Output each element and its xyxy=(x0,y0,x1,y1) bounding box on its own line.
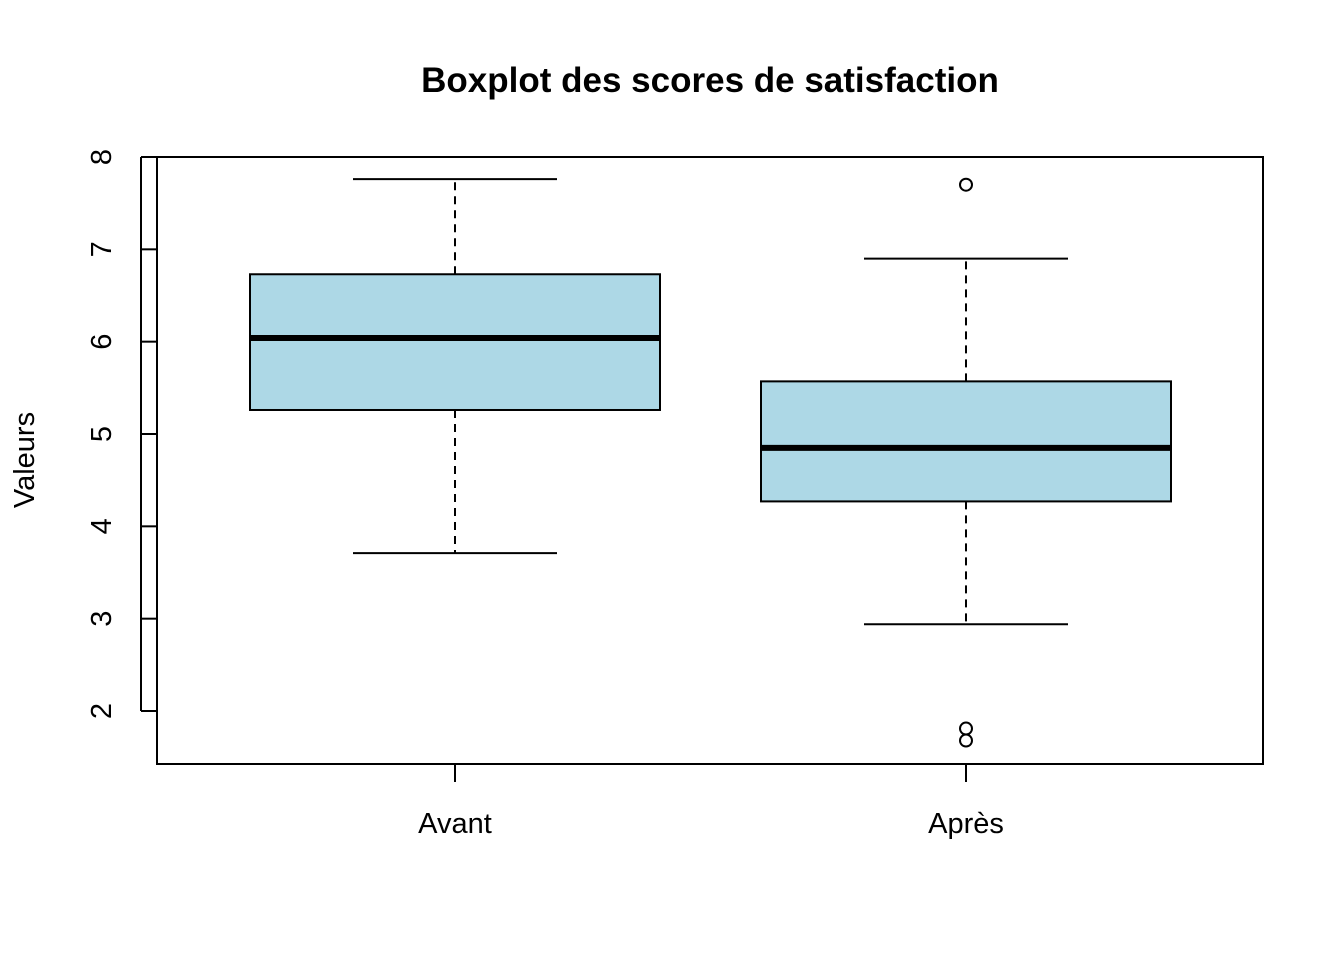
y-tick-label-7: 7 xyxy=(86,241,118,257)
y-tick-label-3: 3 xyxy=(86,611,118,627)
y-tick-label-2: 2 xyxy=(86,703,118,719)
boxes xyxy=(249,177,1172,748)
y-axis: 2 3 4 5 6 7 8 xyxy=(86,149,157,719)
box-1 xyxy=(760,177,1172,748)
y-tick-label-4: 4 xyxy=(86,518,118,534)
y-tick-label-6: 6 xyxy=(86,334,118,350)
x-axis: Avant Après xyxy=(418,763,1004,840)
outlier-1-0 xyxy=(959,177,973,192)
x-tick-label-1: Après xyxy=(928,808,1004,840)
chart-title: Boxplot des scores de satisfaction xyxy=(421,61,999,100)
y-tick-label-5: 5 xyxy=(86,426,118,442)
x-tick-label-0: Avant xyxy=(418,808,492,840)
y-tick-label-8: 8 xyxy=(86,149,118,165)
outlier-1-1 xyxy=(959,721,973,736)
box-0 xyxy=(249,178,661,555)
iqr-box-0 xyxy=(249,273,661,411)
outlier-1-2 xyxy=(959,733,973,748)
iqr-box-1 xyxy=(760,380,1172,503)
y-axis-label: Valeurs xyxy=(9,412,41,508)
